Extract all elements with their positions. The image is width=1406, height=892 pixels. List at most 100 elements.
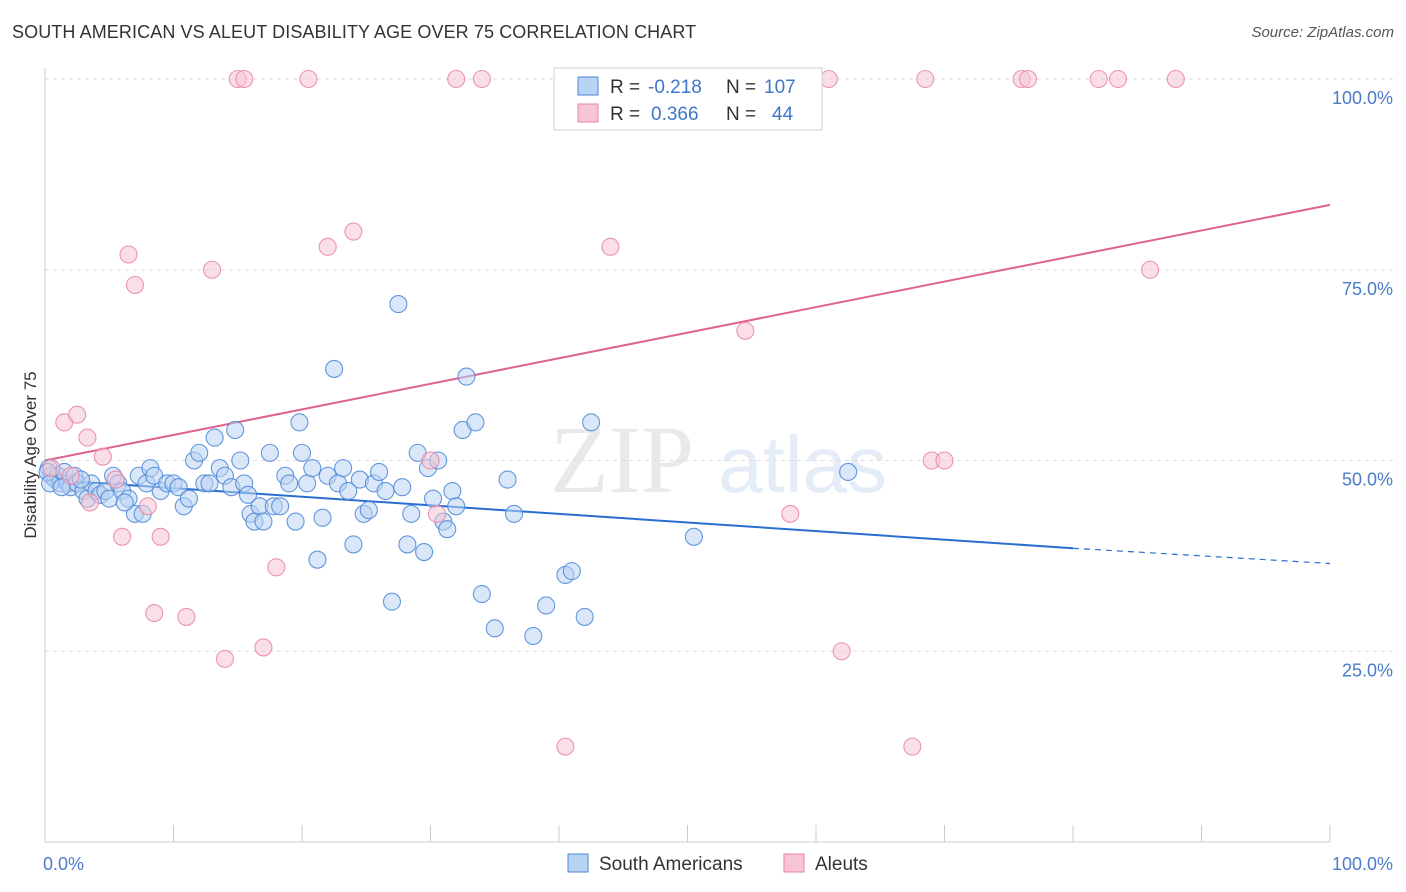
- aleut-point: [119, 245, 138, 264]
- south-american-point: [504, 504, 524, 523]
- south-american-point: [562, 562, 581, 581]
- aleut-point: [781, 504, 800, 523]
- aleut-point: [916, 69, 935, 89]
- aleut-point: [421, 451, 440, 470]
- aleut-point: [68, 405, 87, 424]
- aleut-point: [1108, 69, 1128, 89]
- aleut-point: [344, 222, 363, 241]
- aleut-point: [138, 497, 157, 516]
- aleut-point: [42, 459, 61, 478]
- south-american-point: [398, 535, 417, 554]
- aleut-point: [1141, 260, 1160, 279]
- aleut-point: [299, 69, 318, 89]
- south-american-point: [376, 481, 395, 501]
- aleut-point: [113, 527, 132, 546]
- south-american-point: [839, 462, 858, 481]
- legend-r-label: R =: [610, 77, 640, 98]
- data-points: [38, 69, 1185, 756]
- south-american-point: [339, 481, 358, 501]
- aleut-point: [601, 237, 620, 256]
- south-american-point: [344, 535, 363, 554]
- south-american-point: [292, 443, 312, 462]
- legend-top: R = -0.218 N = 107 R = 0.366 N = 44: [553, 67, 823, 131]
- south-american-point: [115, 493, 134, 512]
- south-american-point: [393, 478, 412, 497]
- legend-swatch-aleuts: [783, 853, 805, 873]
- south-american-point: [313, 508, 332, 527]
- aleut-point: [556, 737, 575, 756]
- watermark-atlas: atlas: [718, 420, 887, 509]
- legend-label-aleuts: Aleuts: [815, 854, 868, 875]
- south-american-point: [334, 459, 353, 478]
- aleut-point: [61, 466, 80, 485]
- aleut-point: [151, 527, 170, 546]
- south-american-point: [254, 512, 273, 531]
- y-tick-label: 50.0%: [1342, 470, 1393, 490]
- south-american-point: [286, 512, 305, 531]
- aleut-point: [447, 69, 466, 89]
- aleut-point: [106, 470, 125, 489]
- aleut-point: [819, 69, 838, 89]
- y-tick-label: 75.0%: [1342, 279, 1393, 299]
- south-american-point: [238, 485, 258, 504]
- south-american-point: [190, 443, 209, 462]
- source-label: Source: ZipAtlas.com: [1251, 24, 1394, 41]
- aleut-point: [427, 504, 446, 523]
- legend-n-value: 44: [772, 104, 794, 125]
- aleut-point: [935, 451, 954, 470]
- south-american-point: [684, 527, 703, 546]
- aleut-point: [145, 604, 164, 623]
- y-tick-label: 25.0%: [1342, 660, 1393, 680]
- south-american-point: [290, 413, 309, 432]
- south-american-point: [485, 619, 504, 638]
- legend-n-value: 107: [764, 77, 796, 98]
- south-americans-trend-line: [44, 478, 1074, 550]
- watermark-zip: ZIP: [550, 406, 694, 513]
- y-axis-label: Disability Age Over 75: [21, 371, 40, 538]
- south-american-point: [260, 443, 279, 462]
- aleut-point: [235, 69, 254, 89]
- legend-swatch-south-americans: [567, 853, 589, 873]
- aleut-point: [177, 607, 196, 626]
- south-american-point: [231, 451, 250, 470]
- legend-swatch-aleuts: [577, 103, 599, 123]
- south-american-point: [303, 459, 322, 478]
- aleut-point: [203, 260, 222, 279]
- aleut-point: [1089, 69, 1108, 89]
- south-american-point: [200, 474, 219, 493]
- aleut-point: [78, 428, 97, 447]
- x-tick-label: 0.0%: [43, 854, 84, 874]
- south-american-point: [308, 550, 327, 569]
- legend-r-value: -0.218: [648, 77, 702, 98]
- x-tick-label: 100.0%: [1332, 854, 1393, 874]
- south-american-point: [205, 428, 224, 447]
- south-american-point: [447, 497, 466, 516]
- south-american-point: [472, 584, 491, 604]
- aleut-point: [472, 69, 491, 89]
- axes: [44, 68, 1331, 843]
- aleut-point: [93, 447, 112, 466]
- south-american-point: [271, 497, 290, 516]
- south-american-point: [389, 295, 408, 314]
- tick-labels: 25.0% 50.0% 75.0% 100.0% 0.0% 100.0%: [43, 88, 1393, 874]
- legend-label-south-americans: South Americans: [599, 854, 743, 875]
- chart-title: SOUTH AMERICAN VS ALEUT DISABILITY AGE O…: [12, 22, 697, 42]
- aleut-point: [1018, 69, 1038, 89]
- aleut-point: [215, 649, 234, 668]
- south-americans-trend-extension: [1072, 547, 1331, 565]
- south-american-point: [457, 367, 476, 386]
- aleut-point: [267, 558, 286, 577]
- aleuts-trend-line: [44, 203, 1331, 462]
- south-american-point: [438, 520, 457, 539]
- south-american-point: [498, 470, 517, 489]
- south-american-point: [424, 489, 443, 508]
- legend-swatch-south-americans: [577, 76, 599, 96]
- watermark: ZIP atlas: [550, 406, 887, 513]
- aleut-point: [903, 737, 922, 756]
- aleut-point: [125, 275, 144, 295]
- south-american-point: [179, 489, 198, 508]
- aleut-point: [80, 493, 100, 512]
- south-american-point: [524, 626, 543, 646]
- aleut-point: [1166, 69, 1185, 89]
- south-american-point: [575, 607, 594, 626]
